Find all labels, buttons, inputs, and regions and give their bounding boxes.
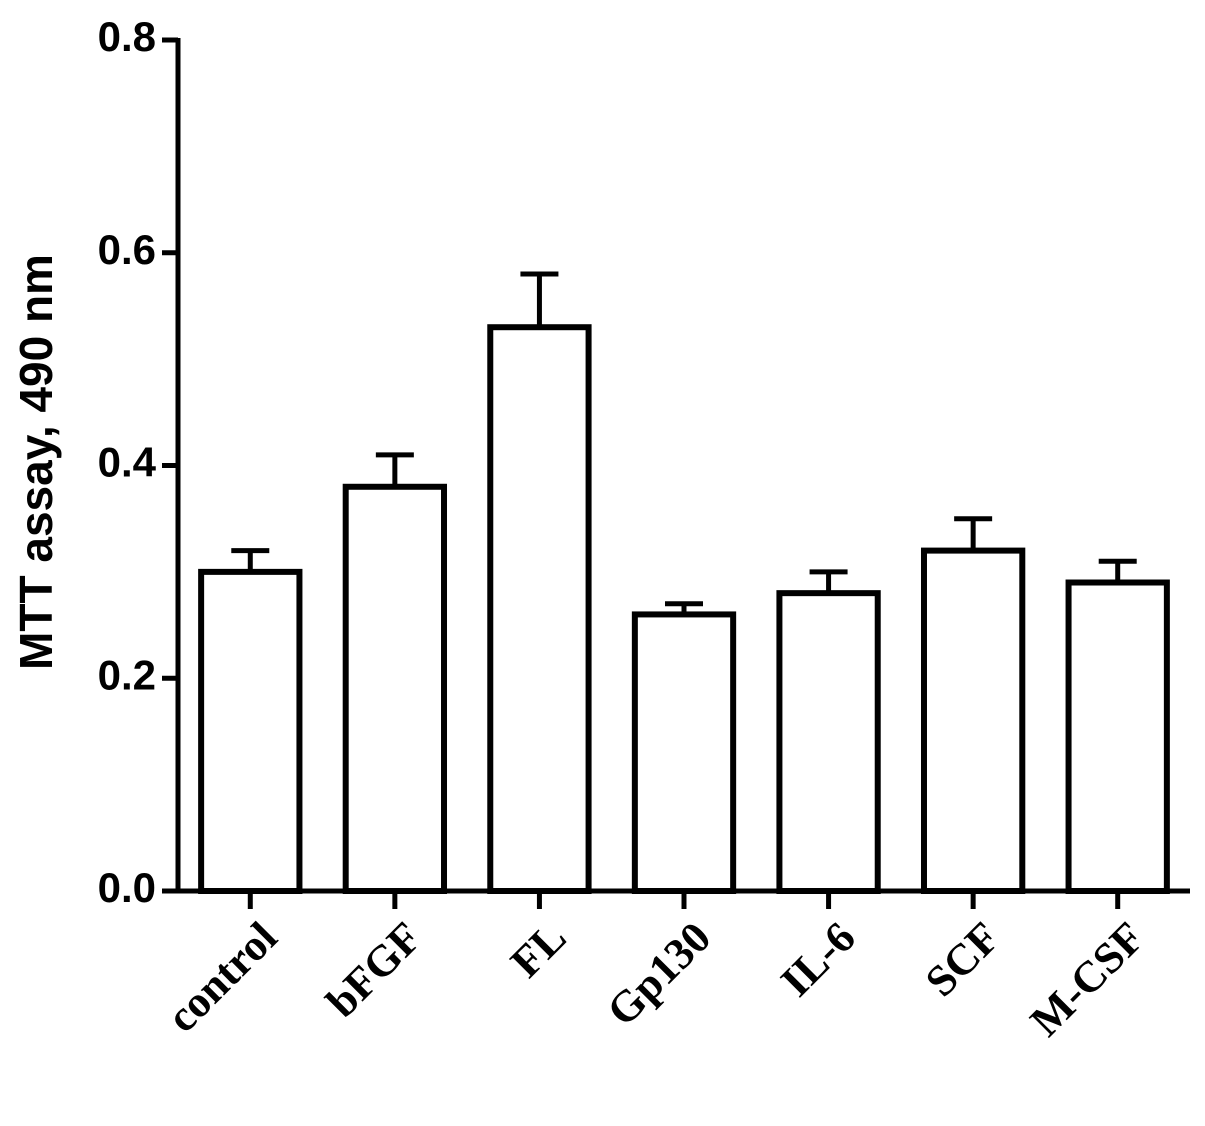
x-tick-label: Gp130 [597,913,720,1036]
x-tick-label: FL [501,913,575,987]
x-tick-label: control [157,913,286,1042]
x-tick-label: SCF [916,913,1009,1006]
y-tick-label: 0.6 [98,226,156,273]
bar [920,547,1026,894]
bar [487,324,592,894]
x-tick-label: M-CSF [1021,913,1154,1046]
bar [776,590,881,895]
y-tick-label: 0.8 [98,13,156,60]
bar [342,483,448,894]
x-tick-label: bFGF [317,913,431,1027]
y-tick-label: 0.2 [98,651,156,698]
x-tick-label: IL-6 [771,913,864,1006]
bar [1065,579,1170,894]
y-tick-label: 0.0 [98,864,156,911]
y-axis-label: MTT assay, 490 nm [10,254,62,670]
bar [198,568,303,894]
bar [631,611,737,894]
y-tick-label: 0.4 [98,439,157,486]
